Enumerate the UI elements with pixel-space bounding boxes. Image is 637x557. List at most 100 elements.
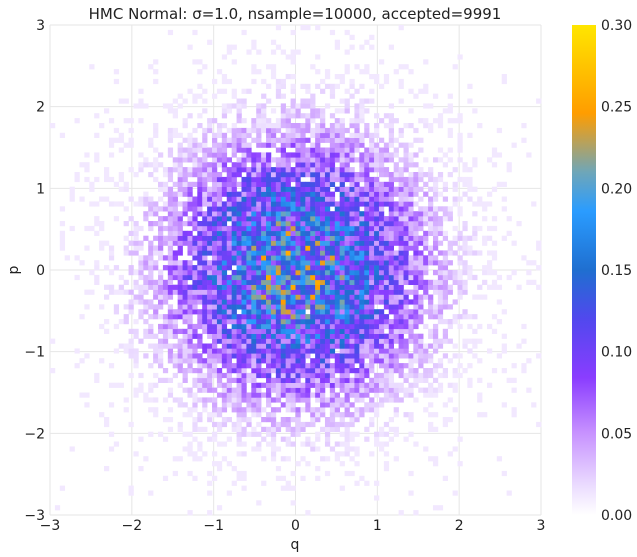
heatmap-cell xyxy=(442,250,449,256)
heatmap-cell xyxy=(158,377,164,383)
heatmap-cell xyxy=(266,402,272,408)
heatmap-cell xyxy=(344,446,350,452)
heatmap-cell xyxy=(216,230,223,236)
heatmap-cell xyxy=(364,132,370,138)
heatmap-cell xyxy=(369,147,375,153)
heatmap-cell xyxy=(187,157,193,163)
heatmap-cell xyxy=(344,426,350,432)
heatmap-cell xyxy=(349,123,355,129)
heatmap-cell xyxy=(393,152,399,158)
heatmap-cell xyxy=(320,368,326,374)
heatmap-cell xyxy=(393,274,399,281)
heatmap-cell xyxy=(133,270,139,276)
heatmap-cell xyxy=(432,333,439,339)
heatmap-cell xyxy=(182,387,188,393)
heatmap-cell xyxy=(334,245,340,251)
heatmap-cell xyxy=(285,127,291,134)
heatmap-cell xyxy=(94,221,100,227)
heatmap-cell xyxy=(432,206,439,212)
heatmap-cell xyxy=(374,157,380,163)
heatmap-cell xyxy=(216,216,223,222)
heatmap-cell xyxy=(207,436,213,442)
heatmap-cell xyxy=(310,230,316,236)
heatmap-cell xyxy=(261,157,267,163)
heatmap-cell xyxy=(202,201,208,207)
heatmap-cell xyxy=(275,284,282,290)
heatmap-cell xyxy=(231,343,237,349)
heatmap-cell xyxy=(221,167,228,173)
heatmap-cell xyxy=(182,402,188,408)
heatmap-cell xyxy=(423,407,429,413)
heatmap-cell xyxy=(202,172,208,178)
heatmap-cell xyxy=(344,299,350,305)
heatmap-cell xyxy=(182,98,188,104)
heatmap-cell xyxy=(280,196,286,202)
heatmap-cell xyxy=(123,319,129,325)
heatmap-cell xyxy=(369,176,375,183)
heatmap-cell xyxy=(329,235,336,241)
heatmap-cell xyxy=(393,186,399,192)
heatmap-cell xyxy=(418,274,424,281)
heatmap-cell xyxy=(138,255,144,261)
heatmap-cell xyxy=(290,172,296,178)
heatmap-cell xyxy=(521,368,527,374)
heatmap-cell xyxy=(197,309,203,315)
heatmap-cell xyxy=(329,274,336,281)
heatmap-cell xyxy=(270,289,277,295)
heatmap-cell xyxy=(207,230,213,236)
heatmap-cell xyxy=(349,34,355,40)
heatmap-cell xyxy=(418,172,424,178)
heatmap-cell xyxy=(192,181,198,187)
heatmap-cell xyxy=(403,372,409,379)
heatmap-cell xyxy=(393,431,399,437)
heatmap-cell xyxy=(447,211,453,217)
heatmap-cell xyxy=(300,299,306,305)
heatmap-cell xyxy=(467,181,473,187)
heatmap-cell xyxy=(143,299,149,305)
heatmap-cell xyxy=(172,127,178,134)
heatmap-cell xyxy=(256,372,262,379)
heatmap-cell xyxy=(158,270,164,276)
heatmap-cell xyxy=(202,176,208,183)
heatmap-cell xyxy=(413,358,419,364)
heatmap-cell xyxy=(339,98,345,104)
heatmap-cell xyxy=(221,132,228,138)
heatmap-cell xyxy=(418,211,424,217)
heatmap-cell xyxy=(315,201,321,207)
heatmap-cell xyxy=(491,284,498,290)
heatmap-cell xyxy=(167,348,174,354)
heatmap-cell xyxy=(138,196,144,202)
heatmap-cell xyxy=(261,113,267,119)
heatmap-cell xyxy=(383,147,390,153)
heatmap-cell xyxy=(339,265,345,271)
heatmap-cell xyxy=(290,387,296,393)
heatmap-cell xyxy=(413,274,419,281)
heatmap-cell xyxy=(236,265,242,271)
heatmap-cell xyxy=(418,387,424,393)
heatmap-cell xyxy=(472,338,478,344)
heatmap-cell xyxy=(280,294,286,300)
heatmap-cell xyxy=(256,407,262,413)
heatmap-cell xyxy=(212,309,218,315)
heatmap-cell xyxy=(290,328,296,334)
heatmap-cell xyxy=(378,328,385,334)
heatmap-cell xyxy=(266,137,272,143)
heatmap-cell xyxy=(383,157,390,163)
heatmap-cell xyxy=(167,377,174,383)
heatmap-cell xyxy=(187,201,193,207)
heatmap-cell xyxy=(275,93,282,99)
heatmap-cell xyxy=(246,196,252,202)
heatmap-cell xyxy=(172,196,178,202)
heatmap-cell xyxy=(162,235,169,241)
heatmap-cell xyxy=(462,176,468,183)
heatmap-cell xyxy=(280,49,286,55)
heatmap-cell xyxy=(315,304,321,310)
heatmap-cell xyxy=(158,221,164,227)
heatmap-cell xyxy=(428,426,434,432)
heatmap-cell xyxy=(383,255,390,261)
heatmap-cell xyxy=(295,426,301,432)
heatmap-cell xyxy=(182,333,188,339)
heatmap-cell xyxy=(359,338,365,344)
heatmap-cell xyxy=(437,309,444,315)
